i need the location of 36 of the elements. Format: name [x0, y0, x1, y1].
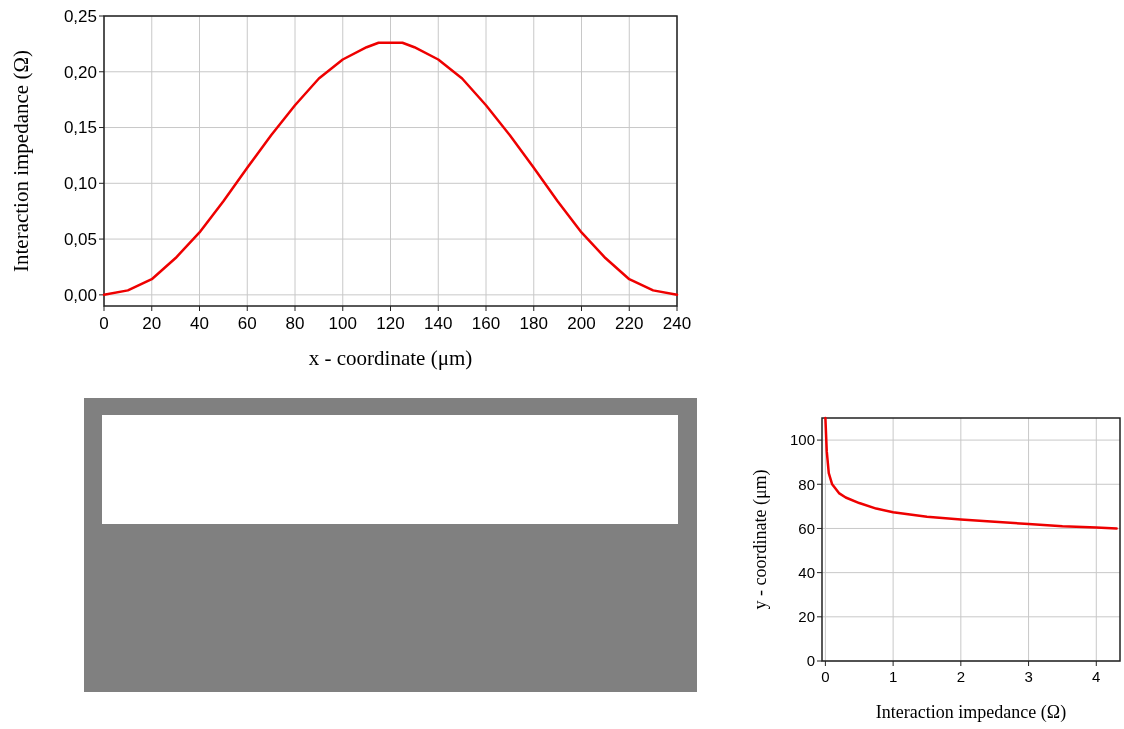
x-tick-label: 4	[1092, 668, 1101, 685]
y-tick-label: 0,10	[63, 174, 97, 194]
y-tick-label: 80	[798, 475, 815, 493]
line-series	[102, 41, 679, 297]
x-tick-label: 200	[567, 314, 596, 333]
x-tick-label: 0	[821, 668, 830, 685]
y-tick-label: 0,20	[63, 62, 97, 82]
y-tick-label: 0,25	[63, 6, 97, 26]
x-tick-label: 40	[190, 314, 209, 333]
x-tick-label: 220	[615, 314, 644, 333]
x-tick-label: 140	[424, 314, 453, 333]
x-tick-label: 160	[471, 314, 501, 333]
x-tick-label: 2	[956, 668, 966, 685]
x-tick-label: 180	[519, 314, 548, 333]
x-tick-label: 20	[142, 314, 162, 333]
y-tick-label: 0	[806, 652, 815, 670]
x-axis-title: Interaction impedance (Ω)	[875, 702, 1067, 723]
y-tick-label: 20	[798, 608, 815, 626]
x-tick-label: 80	[285, 314, 305, 333]
line-series	[824, 416, 1118, 530]
x-tick-label: 0	[99, 314, 109, 333]
y-axis-title: y - coordinate (μm)	[750, 469, 771, 610]
x-tick-label: 240	[662, 314, 692, 333]
y-tick-label: 0,15	[63, 118, 97, 138]
x-axis-title: x - coordinate (μm)	[308, 346, 473, 370]
x-tick-label: 120	[376, 314, 405, 333]
y-tick-label: 0,00	[63, 285, 97, 305]
y-axis-title: Interaction impedance (Ω)	[9, 50, 33, 272]
y-tick-label: 0,05	[63, 230, 97, 250]
y-tick-label: 60	[798, 519, 815, 537]
y-tick-label: 100	[789, 431, 815, 449]
x-tick-label: 100	[328, 314, 357, 333]
x-tick-label: 60	[237, 314, 257, 333]
y-tick-label: 40	[798, 563, 815, 581]
x-tick-label: 3	[1024, 668, 1033, 685]
x-tick-label: 1	[888, 668, 898, 685]
